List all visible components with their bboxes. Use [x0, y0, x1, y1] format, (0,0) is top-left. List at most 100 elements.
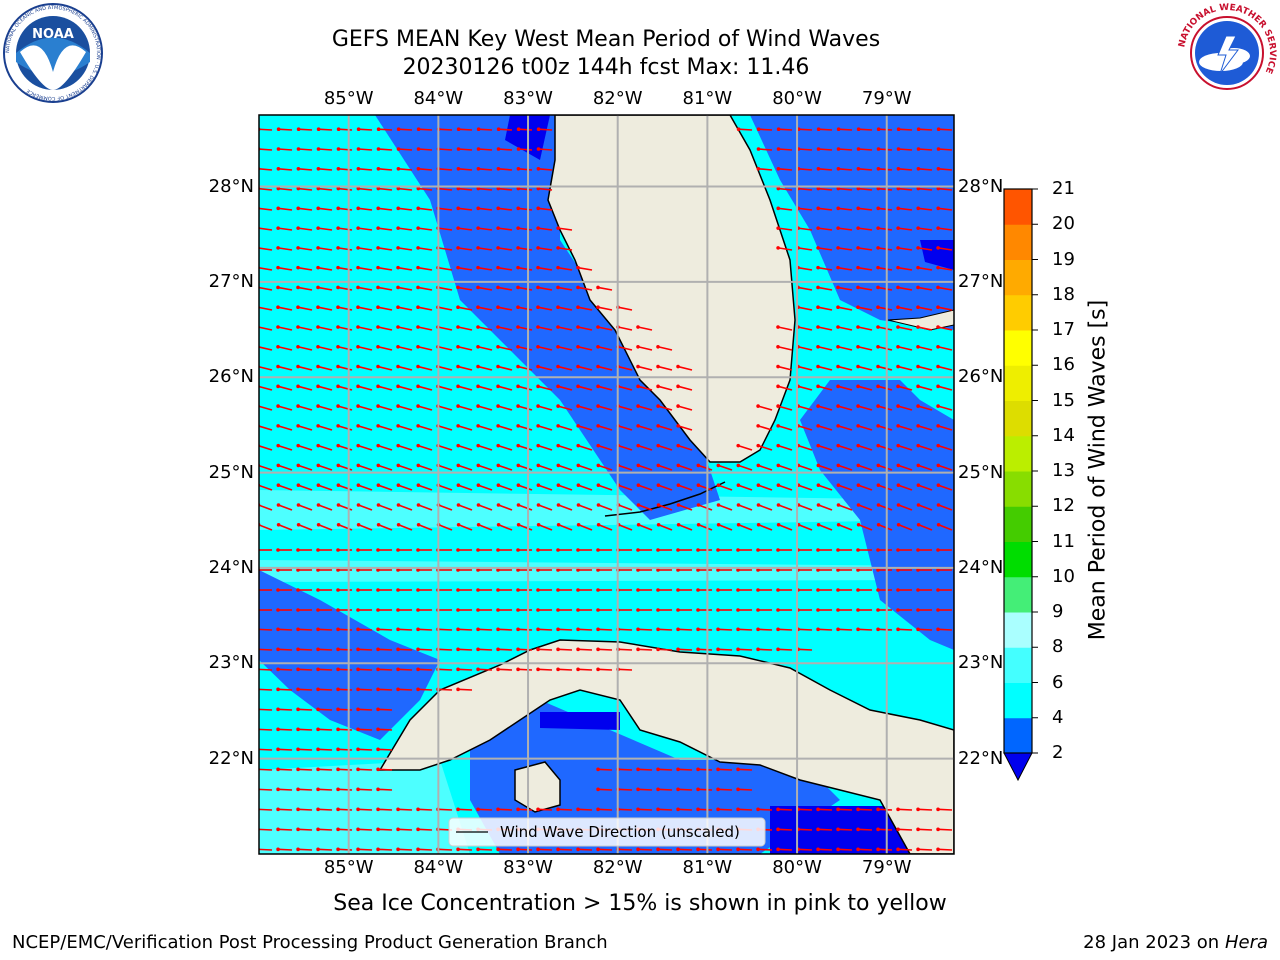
wave-direction-arrow — [517, 385, 533, 391]
wave-direction-arrowhead — [376, 463, 381, 468]
wave-direction-arrow — [878, 808, 893, 811]
wave-direction-arrowhead — [676, 463, 681, 468]
wave-direction-arrowhead — [516, 503, 521, 507]
wind-wave-arrows — [259, 127, 953, 852]
wave-direction-arrowhead — [456, 847, 460, 852]
wave-direction-arrow — [398, 187, 413, 191]
wave-direction-arrowhead — [736, 483, 741, 488]
wave-direction-arrow — [797, 306, 813, 311]
wave-direction-arrow — [397, 345, 413, 351]
wave-direction-arrowhead — [336, 463, 341, 468]
lat-tick-label: 22°N — [208, 747, 254, 769]
wave-direction-arrow — [298, 464, 313, 471]
wave-direction-arrowhead — [916, 807, 920, 812]
wave-direction-arrow — [798, 828, 813, 831]
wave-direction-arrow — [317, 306, 333, 311]
field-lt2-bahamas — [920, 240, 954, 270]
wave-direction-arrowhead — [376, 265, 380, 270]
wave-direction-arrowhead — [556, 443, 561, 448]
wave-direction-arrowhead — [516, 206, 521, 211]
wave-direction-arrow — [259, 748, 273, 751]
lat-tick-label: 24°N — [208, 556, 254, 578]
wave-direction-arrow — [898, 828, 913, 831]
colorbar-tick-label: 13 — [1052, 460, 1075, 481]
wave-direction-arrow — [417, 326, 433, 331]
wave-direction-arrowhead — [356, 325, 360, 329]
wave-direction-arrowhead — [776, 647, 780, 652]
wave-direction-arrowhead — [756, 404, 760, 408]
wave-direction-arrowhead — [856, 364, 860, 369]
wave-direction-arrow — [358, 227, 373, 231]
wave-direction-arrowhead — [736, 522, 741, 527]
wave-direction-arrow — [397, 385, 413, 391]
wave-direction-arrow — [617, 365, 633, 371]
wave-direction-arrow — [498, 167, 513, 171]
wave-direction-arrowhead — [276, 127, 281, 132]
wave-direction-arrowhead — [936, 548, 940, 552]
wave-direction-arrow — [637, 444, 653, 451]
colorbar-tick-label: 17 — [1052, 319, 1075, 340]
wave-direction-arrow — [798, 484, 813, 491]
wave-direction-arrowhead — [596, 443, 601, 448]
wave-direction-arrowhead — [516, 384, 520, 389]
wave-direction-arrowhead — [416, 265, 420, 270]
wave-direction-arrowhead — [596, 285, 600, 290]
wave-direction-arrowhead — [576, 463, 581, 468]
wave-direction-arrow — [318, 808, 333, 811]
wave-direction-arrowhead — [316, 787, 320, 792]
wave-direction-arrow — [698, 524, 713, 531]
wave-direction-arrow — [798, 648, 813, 651]
wave-direction-arrow — [937, 365, 953, 371]
wave-direction-arrow — [918, 848, 933, 851]
lon-tick-label: 79°W — [861, 88, 912, 109]
wave-direction-arrowhead — [916, 246, 920, 250]
wave-direction-arrowhead — [336, 548, 340, 552]
wave-direction-arrow — [857, 345, 873, 351]
wave-direction-arrowhead — [316, 548, 320, 552]
wave-direction-arrow — [377, 385, 393, 391]
wave-direction-arrowhead — [336, 522, 341, 527]
wave-direction-arrowhead — [336, 647, 340, 652]
wave-direction-arrowhead — [896, 847, 900, 852]
wave-direction-arrowhead — [816, 265, 820, 270]
wave-direction-arrowhead — [376, 827, 380, 832]
wave-direction-arrowhead — [336, 206, 341, 211]
wave-direction-arrow — [538, 648, 553, 651]
wave-direction-arrow — [259, 808, 273, 811]
wave-direction-arrow — [278, 748, 293, 751]
wave-direction-arrow — [798, 504, 813, 511]
wave-direction-arrowhead — [336, 503, 341, 507]
wave-direction-arrow — [778, 648, 793, 651]
wave-direction-arrowhead — [336, 384, 340, 389]
colorbar-tick-label: 10 — [1052, 565, 1075, 587]
wave-direction-arrow — [259, 828, 273, 831]
wave-direction-arrowhead — [856, 568, 860, 572]
wave-direction-arrowhead — [916, 424, 920, 428]
wave-direction-arrow — [317, 247, 333, 251]
wave-direction-arrow — [557, 385, 573, 391]
wave-direction-arrowhead — [936, 424, 940, 428]
wave-direction-arrowhead — [356, 147, 361, 151]
wave-direction-arrow — [837, 444, 853, 451]
wave-direction-arrow — [357, 266, 373, 271]
wave-direction-arrowhead — [856, 847, 860, 852]
colorbar-segment — [1004, 365, 1032, 401]
wave-direction-arrowhead — [336, 847, 340, 852]
wave-direction-arrowhead — [696, 548, 700, 552]
wave-direction-arrow — [518, 464, 533, 471]
wave-direction-arrow — [917, 345, 933, 351]
wave-direction-arrow — [818, 464, 833, 471]
wave-direction-arrowhead — [356, 166, 361, 171]
colorbar-tick-label: 16 — [1052, 354, 1075, 376]
wave-direction-arrow — [878, 167, 893, 171]
wave-direction-arrow — [738, 484, 753, 491]
wave-direction-arrowhead — [416, 483, 421, 488]
wave-direction-arrow — [558, 648, 573, 651]
wave-direction-arrow — [598, 848, 613, 851]
wave-direction-arrow — [418, 628, 433, 631]
wave-direction-arrowhead — [416, 325, 420, 329]
wave-direction-arrowhead — [576, 503, 581, 507]
wave-direction-arrow — [437, 425, 453, 431]
wave-direction-arrowhead — [296, 787, 300, 792]
wave-direction-arrowhead — [476, 503, 481, 507]
